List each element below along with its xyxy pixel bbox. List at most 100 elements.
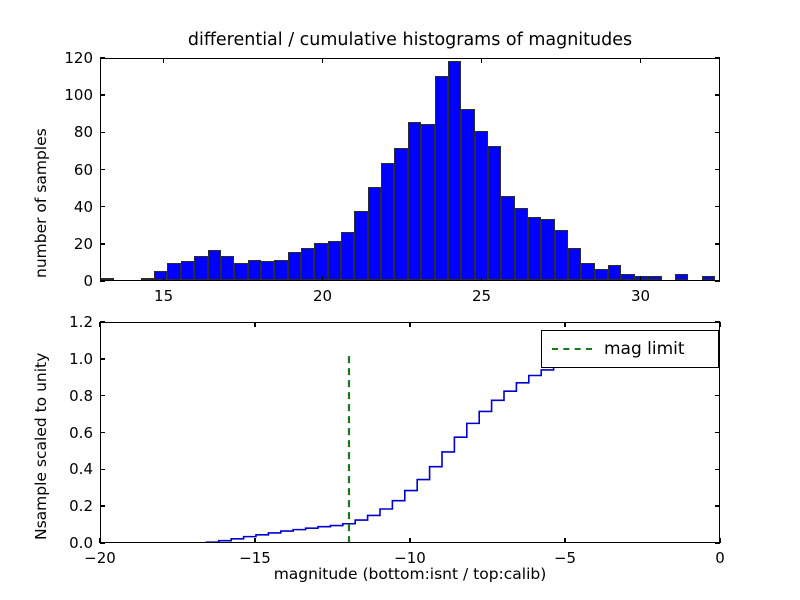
- histogram-bar: [141, 278, 154, 280]
- chart-title: differential / cumulative histograms of …: [100, 30, 720, 50]
- x-tick-mark-top: [481, 58, 482, 63]
- histogram-bar: [581, 263, 594, 280]
- x-tick-mark: [254, 538, 255, 543]
- histogram-bar: [394, 148, 407, 280]
- histogram-bar: [541, 219, 554, 280]
- y-tick-mark-right: [715, 243, 720, 244]
- histogram-bar: [154, 271, 167, 280]
- x-tick-label: 20: [313, 287, 332, 305]
- y-tick-mark: [100, 395, 105, 396]
- x-tick-mark-top: [99, 322, 100, 327]
- y-tick-label: 80: [47, 123, 93, 141]
- y-tick-label: 20: [47, 235, 93, 253]
- histogram-bar: [595, 269, 608, 280]
- x-tick-mark: [481, 276, 482, 281]
- y-tick-label: 0.8: [47, 387, 93, 405]
- histogram-bar: [274, 260, 287, 280]
- y-tick-label: 0.6: [47, 424, 93, 442]
- bottom-axes-xlabel: magnitude (bottom:isnt / top:calib): [100, 565, 720, 583]
- cumulative-curve: [101, 360, 719, 542]
- y-tick-label: 1.0: [47, 350, 93, 368]
- mag-limit-line-icon: [552, 348, 592, 350]
- histogram-bar: [675, 274, 688, 280]
- histogram-bar: [208, 250, 221, 280]
- y-tick-mark: [100, 94, 105, 95]
- y-tick-mark: [100, 243, 105, 244]
- histogram-bar: [167, 263, 180, 280]
- histogram-bar: [314, 243, 327, 280]
- y-tick-label: 0.2: [47, 497, 93, 515]
- legend[interactable]: mag limit: [541, 330, 719, 368]
- y-tick-label: 40: [47, 198, 93, 216]
- y-tick-mark-right: [715, 395, 720, 396]
- y-tick-mark: [100, 432, 105, 433]
- histogram-bar: [702, 276, 715, 280]
- figure-canvas: differential / cumulative histograms of …: [0, 0, 800, 600]
- y-tick-mark: [100, 469, 105, 470]
- x-tick-mark-top: [254, 322, 255, 327]
- y-tick-label: 100: [47, 86, 93, 104]
- histogram-bar: [221, 256, 234, 280]
- differential-histogram-axes: [100, 58, 720, 281]
- histogram-bar: [501, 196, 514, 280]
- histogram-bar: [301, 248, 314, 280]
- y-tick-mark-right: [715, 505, 720, 506]
- y-tick-label: 0.0: [47, 534, 93, 552]
- histogram-bar: [181, 261, 194, 280]
- y-tick-label: 0.4: [47, 460, 93, 478]
- histogram-bar: [381, 163, 394, 280]
- y-tick-mark: [100, 358, 105, 359]
- histogram-bar: [515, 208, 528, 280]
- y-tick-mark-right: [715, 132, 720, 133]
- y-tick-label: 1.2: [47, 313, 93, 331]
- y-tick-mark: [100, 505, 105, 506]
- histogram-bar: [475, 131, 488, 280]
- y-tick-label: 120: [47, 49, 93, 67]
- y-tick-mark-right: [715, 469, 720, 470]
- top-axes-ylabel: number of samples: [32, 128, 50, 278]
- y-tick-mark-right: [715, 542, 720, 543]
- y-tick-mark-right: [715, 432, 720, 433]
- x-tick-label: 25: [472, 287, 491, 305]
- histogram-bar: [328, 241, 341, 280]
- legend-label-mag-limit: mag limit: [604, 339, 685, 359]
- histogram-bar: [461, 109, 474, 280]
- histogram-bar: [368, 187, 381, 280]
- x-tick-mark-top: [640, 58, 641, 63]
- histogram-bar: [194, 256, 207, 280]
- histogram-bar: [621, 274, 634, 280]
- x-tick-mark: [640, 276, 641, 281]
- y-tick-mark: [100, 542, 105, 543]
- histogram-bar: [568, 248, 581, 280]
- bottom-axes-ylabel: Nsample scaled to unity: [32, 353, 50, 540]
- y-tick-mark-right: [715, 206, 720, 207]
- x-tick-mark: [322, 276, 323, 281]
- histogram-bar: [488, 146, 501, 280]
- histogram-bar: [635, 276, 648, 280]
- y-tick-mark: [100, 321, 105, 322]
- histogram-bar: [448, 61, 461, 280]
- x-tick-mark-top: [409, 322, 410, 327]
- histogram-bar: [528, 217, 541, 280]
- histogram-bar: [341, 232, 354, 280]
- x-tick-mark-top: [322, 58, 323, 63]
- histogram-bar: [261, 261, 274, 280]
- histogram-bar: [648, 276, 661, 280]
- y-tick-label: 60: [47, 161, 93, 179]
- y-tick-mark: [100, 132, 105, 133]
- x-tick-label: 30: [631, 287, 650, 305]
- histogram-bar: [555, 230, 568, 280]
- histogram-bar: [435, 76, 448, 280]
- y-tick-mark-right: [715, 280, 720, 281]
- histogram-bar: [421, 124, 434, 280]
- y-tick-mark: [100, 206, 105, 207]
- x-tick-mark: [163, 276, 164, 281]
- histogram-bar: [288, 252, 301, 280]
- x-tick-mark-top: [564, 322, 565, 327]
- y-tick-mark: [100, 169, 105, 170]
- histogram-bar: [234, 263, 247, 280]
- x-tick-mark: [409, 538, 410, 543]
- y-tick-mark-right: [715, 94, 720, 95]
- y-tick-mark-right: [715, 169, 720, 170]
- histogram-bar: [408, 122, 421, 280]
